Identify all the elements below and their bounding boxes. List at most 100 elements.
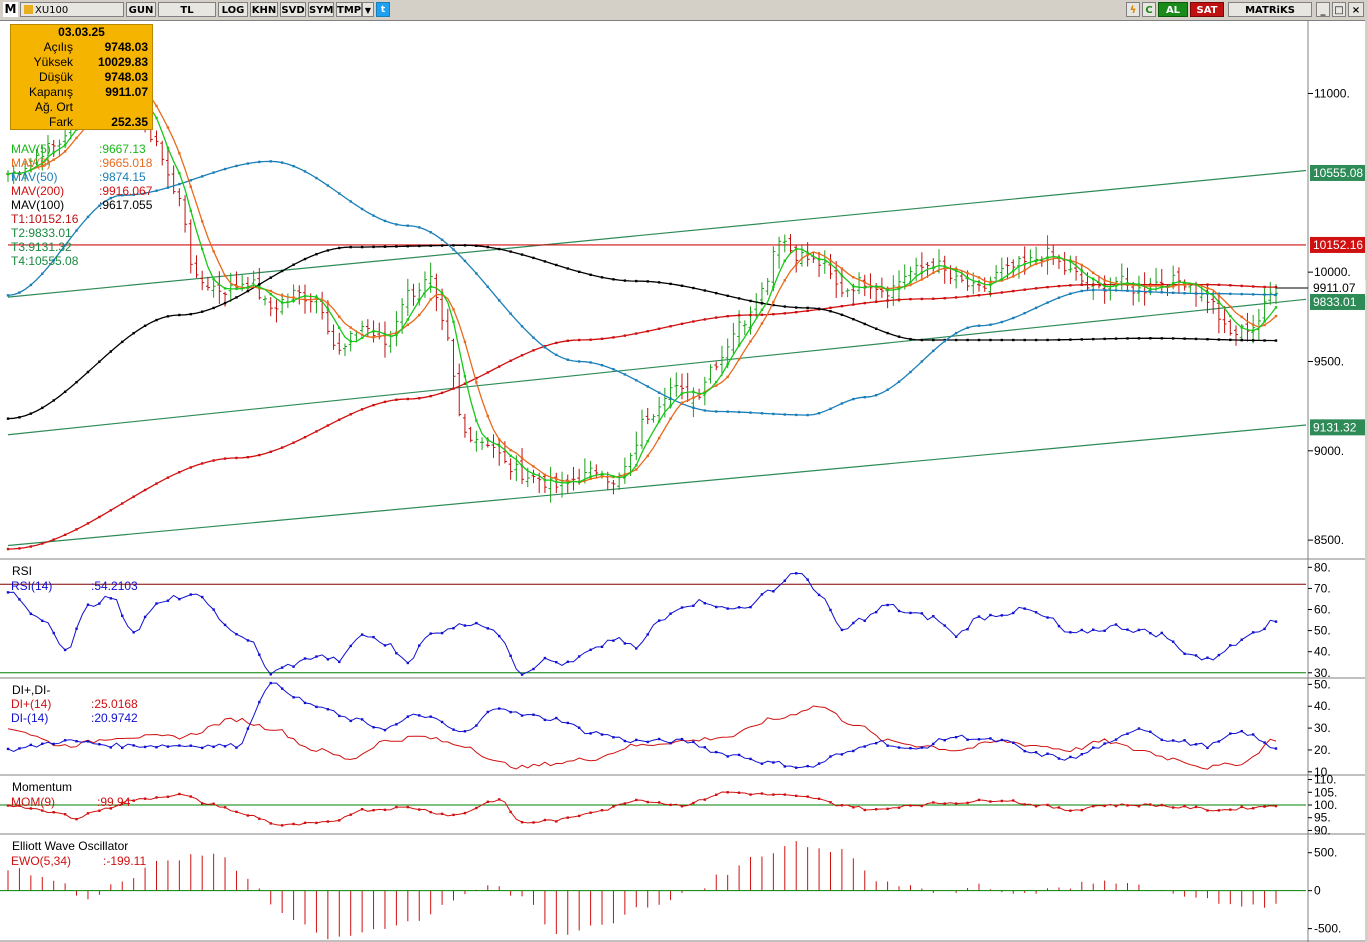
ma-marker	[1149, 337, 1152, 340]
di-legend: DI+(14):25.0168 DI-(14):20.9742	[11, 697, 138, 725]
price-legend-item: MAV(5):9667.13	[11, 142, 152, 156]
ma-marker	[954, 331, 958, 335]
price-legend: MAV(5):9667.13 MAV(8):9665.018 MAV(50):987…	[11, 142, 152, 268]
ma-marker	[692, 406, 695, 409]
ma-marker	[1160, 337, 1163, 340]
ma-marker	[657, 420, 661, 423]
menu-m-button[interactable]: M	[3, 2, 18, 17]
toolbar-button-svd[interactable]: SVD	[280, 2, 306, 17]
ma-marker	[760, 322, 764, 325]
ma-marker	[360, 207, 364, 211]
ma-marker	[509, 448, 512, 452]
ma-marker	[178, 470, 181, 474]
indicator-tick-label: 100.	[1314, 798, 1337, 812]
flash-icon[interactable]: ϟ	[1126, 2, 1140, 17]
indicator-marker	[223, 806, 227, 809]
ma-marker	[463, 382, 467, 385]
ma-marker	[1171, 337, 1175, 340]
indicator-marker	[235, 746, 238, 749]
ma-marker	[1126, 289, 1129, 292]
ma-marker	[235, 284, 238, 288]
toolbar-button-tmp[interactable]: TMP	[336, 2, 362, 17]
indicator-marker	[178, 597, 181, 601]
ma-marker	[646, 440, 649, 443]
ma-marker	[600, 337, 604, 341]
indicator-marker	[200, 802, 204, 805]
ma-marker	[932, 338, 935, 342]
ma-marker	[1046, 258, 1049, 262]
ma-marker	[498, 299, 501, 302]
ma-marker	[806, 413, 809, 417]
indicator-marker	[269, 673, 272, 676]
price-legend-item: T3:9131.32	[11, 240, 152, 254]
ma-marker	[166, 146, 170, 150]
toolbar-button-khn[interactable]: KHN	[250, 2, 278, 17]
ma-marker	[1183, 281, 1186, 284]
ma-marker	[680, 401, 684, 404]
indicator-marker	[703, 746, 707, 749]
price-axis-tag	[1310, 164, 1365, 181]
ma-marker	[966, 276, 969, 280]
indicator-marker	[1206, 746, 1209, 750]
indicator-marker	[817, 797, 821, 800]
ma-marker	[292, 441, 295, 444]
momentum-title: Momentum	[12, 780, 73, 794]
indicator-tick-label: -500.	[1314, 922, 1341, 936]
ma-marker	[1023, 311, 1026, 315]
panel-background	[0, 836, 1306, 940]
indicator-marker	[760, 593, 764, 596]
indicator-marker	[623, 642, 627, 645]
indicator-marker	[635, 798, 638, 802]
symbol-select[interactable]: XU100	[20, 2, 124, 17]
ma-marker	[475, 244, 478, 247]
ma-marker	[292, 299, 295, 302]
close-button[interactable]: ×	[1348, 2, 1364, 17]
toolbar-button-gun[interactable]: GUN	[126, 2, 156, 17]
ma-marker	[977, 294, 981, 297]
indicator-marker	[703, 602, 707, 605]
indicator-marker	[989, 737, 992, 740]
indicator-marker	[1092, 746, 1095, 749]
price-legend-value: :9916.067	[99, 184, 153, 198]
indicator-tick-label: 105.	[1314, 785, 1337, 799]
toolbar-button-tl[interactable]: TL	[158, 2, 216, 17]
twitter-icon[interactable]: t	[376, 2, 390, 17]
indicator-marker	[6, 747, 10, 751]
chart-canvas[interactable]: 11000. 10000. 9500. 9000. 8500. 10555.08 10152…	[0, 20, 1368, 942]
indicator-marker	[1206, 656, 1209, 659]
ma-marker	[235, 164, 238, 168]
ma-marker	[715, 380, 718, 384]
indicator-marker	[212, 608, 215, 611]
ma-marker	[783, 312, 786, 315]
indicator-marker	[440, 720, 444, 724]
ma-marker	[1240, 315, 1243, 319]
ma-marker	[989, 338, 992, 342]
indicator-line-di14	[7, 682, 1277, 769]
ma-marker	[315, 430, 318, 433]
ma-marker	[566, 267, 569, 270]
ma-marker	[577, 360, 581, 363]
dropdown-arrow-icon[interactable]: ▼	[362, 2, 374, 17]
ma-marker	[429, 394, 432, 398]
maximize-button[interactable]: □	[1332, 2, 1346, 17]
price-legend-item: MAV(100):9617.055	[11, 198, 152, 212]
buy-button[interactable]: AL	[1158, 2, 1188, 17]
sell-button[interactable]: SAT	[1190, 2, 1224, 17]
ma-marker	[623, 475, 627, 478]
ma-marker	[383, 219, 387, 223]
ma-marker	[132, 193, 135, 196]
toolbar-button-log[interactable]: LOG	[218, 2, 248, 17]
refresh-icon[interactable]: C	[1142, 2, 1156, 17]
toolbar-button-sym[interactable]: SYM	[308, 2, 334, 17]
ma-marker	[1194, 283, 1198, 286]
ma-marker	[852, 276, 855, 279]
indicator-marker	[1263, 741, 1266, 744]
ma-marker	[6, 172, 10, 176]
ma-marker	[440, 291, 444, 295]
minimize-button[interactable]: _	[1316, 2, 1330, 17]
ma-marker	[600, 472, 604, 476]
indicator-marker	[235, 632, 238, 636]
indicator-marker	[372, 726, 375, 729]
price-legend-name: MAV(8)	[11, 156, 51, 170]
ma-marker	[509, 454, 512, 457]
